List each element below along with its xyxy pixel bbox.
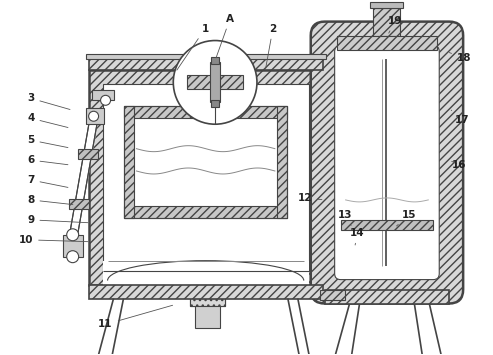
Circle shape (173, 40, 257, 124)
Bar (89, 70, 323, 285)
Text: 18: 18 (449, 53, 471, 64)
Bar (337, 36, 437, 49)
Text: 6: 6 (27, 155, 68, 165)
Bar (124, 206, 287, 218)
Circle shape (67, 251, 79, 263)
Text: 15: 15 (396, 210, 417, 226)
Text: 12: 12 (297, 193, 322, 203)
Bar (86, 108, 104, 124)
Bar (86, 54, 326, 60)
Bar (89, 59, 323, 70)
Text: A: A (216, 13, 234, 58)
Bar (211, 100, 219, 107)
Bar (341, 220, 433, 230)
Text: 2: 2 (265, 23, 277, 70)
Text: 14: 14 (350, 228, 365, 245)
Bar (190, 285, 225, 306)
Text: 10: 10 (19, 235, 88, 245)
Bar (124, 106, 287, 118)
Text: 4: 4 (27, 113, 68, 127)
Text: 16: 16 (452, 160, 466, 170)
Bar (210, 62, 220, 102)
Bar (124, 106, 135, 218)
Bar (103, 261, 309, 271)
Circle shape (89, 111, 99, 121)
Text: 7: 7 (27, 175, 68, 187)
Text: 13: 13 (337, 210, 352, 225)
FancyBboxPatch shape (335, 45, 439, 280)
Bar (78, 149, 98, 159)
Text: 19: 19 (388, 16, 403, 33)
Bar (373, 8, 400, 36)
Polygon shape (69, 120, 98, 240)
Text: 17: 17 (451, 110, 469, 125)
Text: 11: 11 (98, 305, 173, 329)
FancyBboxPatch shape (311, 22, 463, 304)
Text: 1: 1 (177, 23, 209, 70)
Bar (69, 199, 89, 209)
Text: 3: 3 (27, 93, 70, 109)
Bar (370, 2, 403, 8)
Bar (320, 290, 345, 300)
Bar (325, 290, 449, 304)
Text: 5: 5 (27, 135, 68, 148)
Bar (190, 285, 225, 306)
Bar (195, 306, 220, 328)
Bar (103, 84, 309, 271)
Bar (211, 58, 219, 65)
Bar (124, 106, 287, 218)
Bar (187, 75, 243, 89)
Text: 8: 8 (27, 195, 73, 205)
Circle shape (67, 229, 79, 241)
Bar (89, 285, 323, 299)
Bar (92, 90, 113, 100)
Circle shape (101, 95, 110, 105)
Text: 9: 9 (27, 215, 88, 225)
Bar (103, 271, 309, 290)
Bar (277, 106, 287, 218)
Bar (63, 235, 83, 257)
